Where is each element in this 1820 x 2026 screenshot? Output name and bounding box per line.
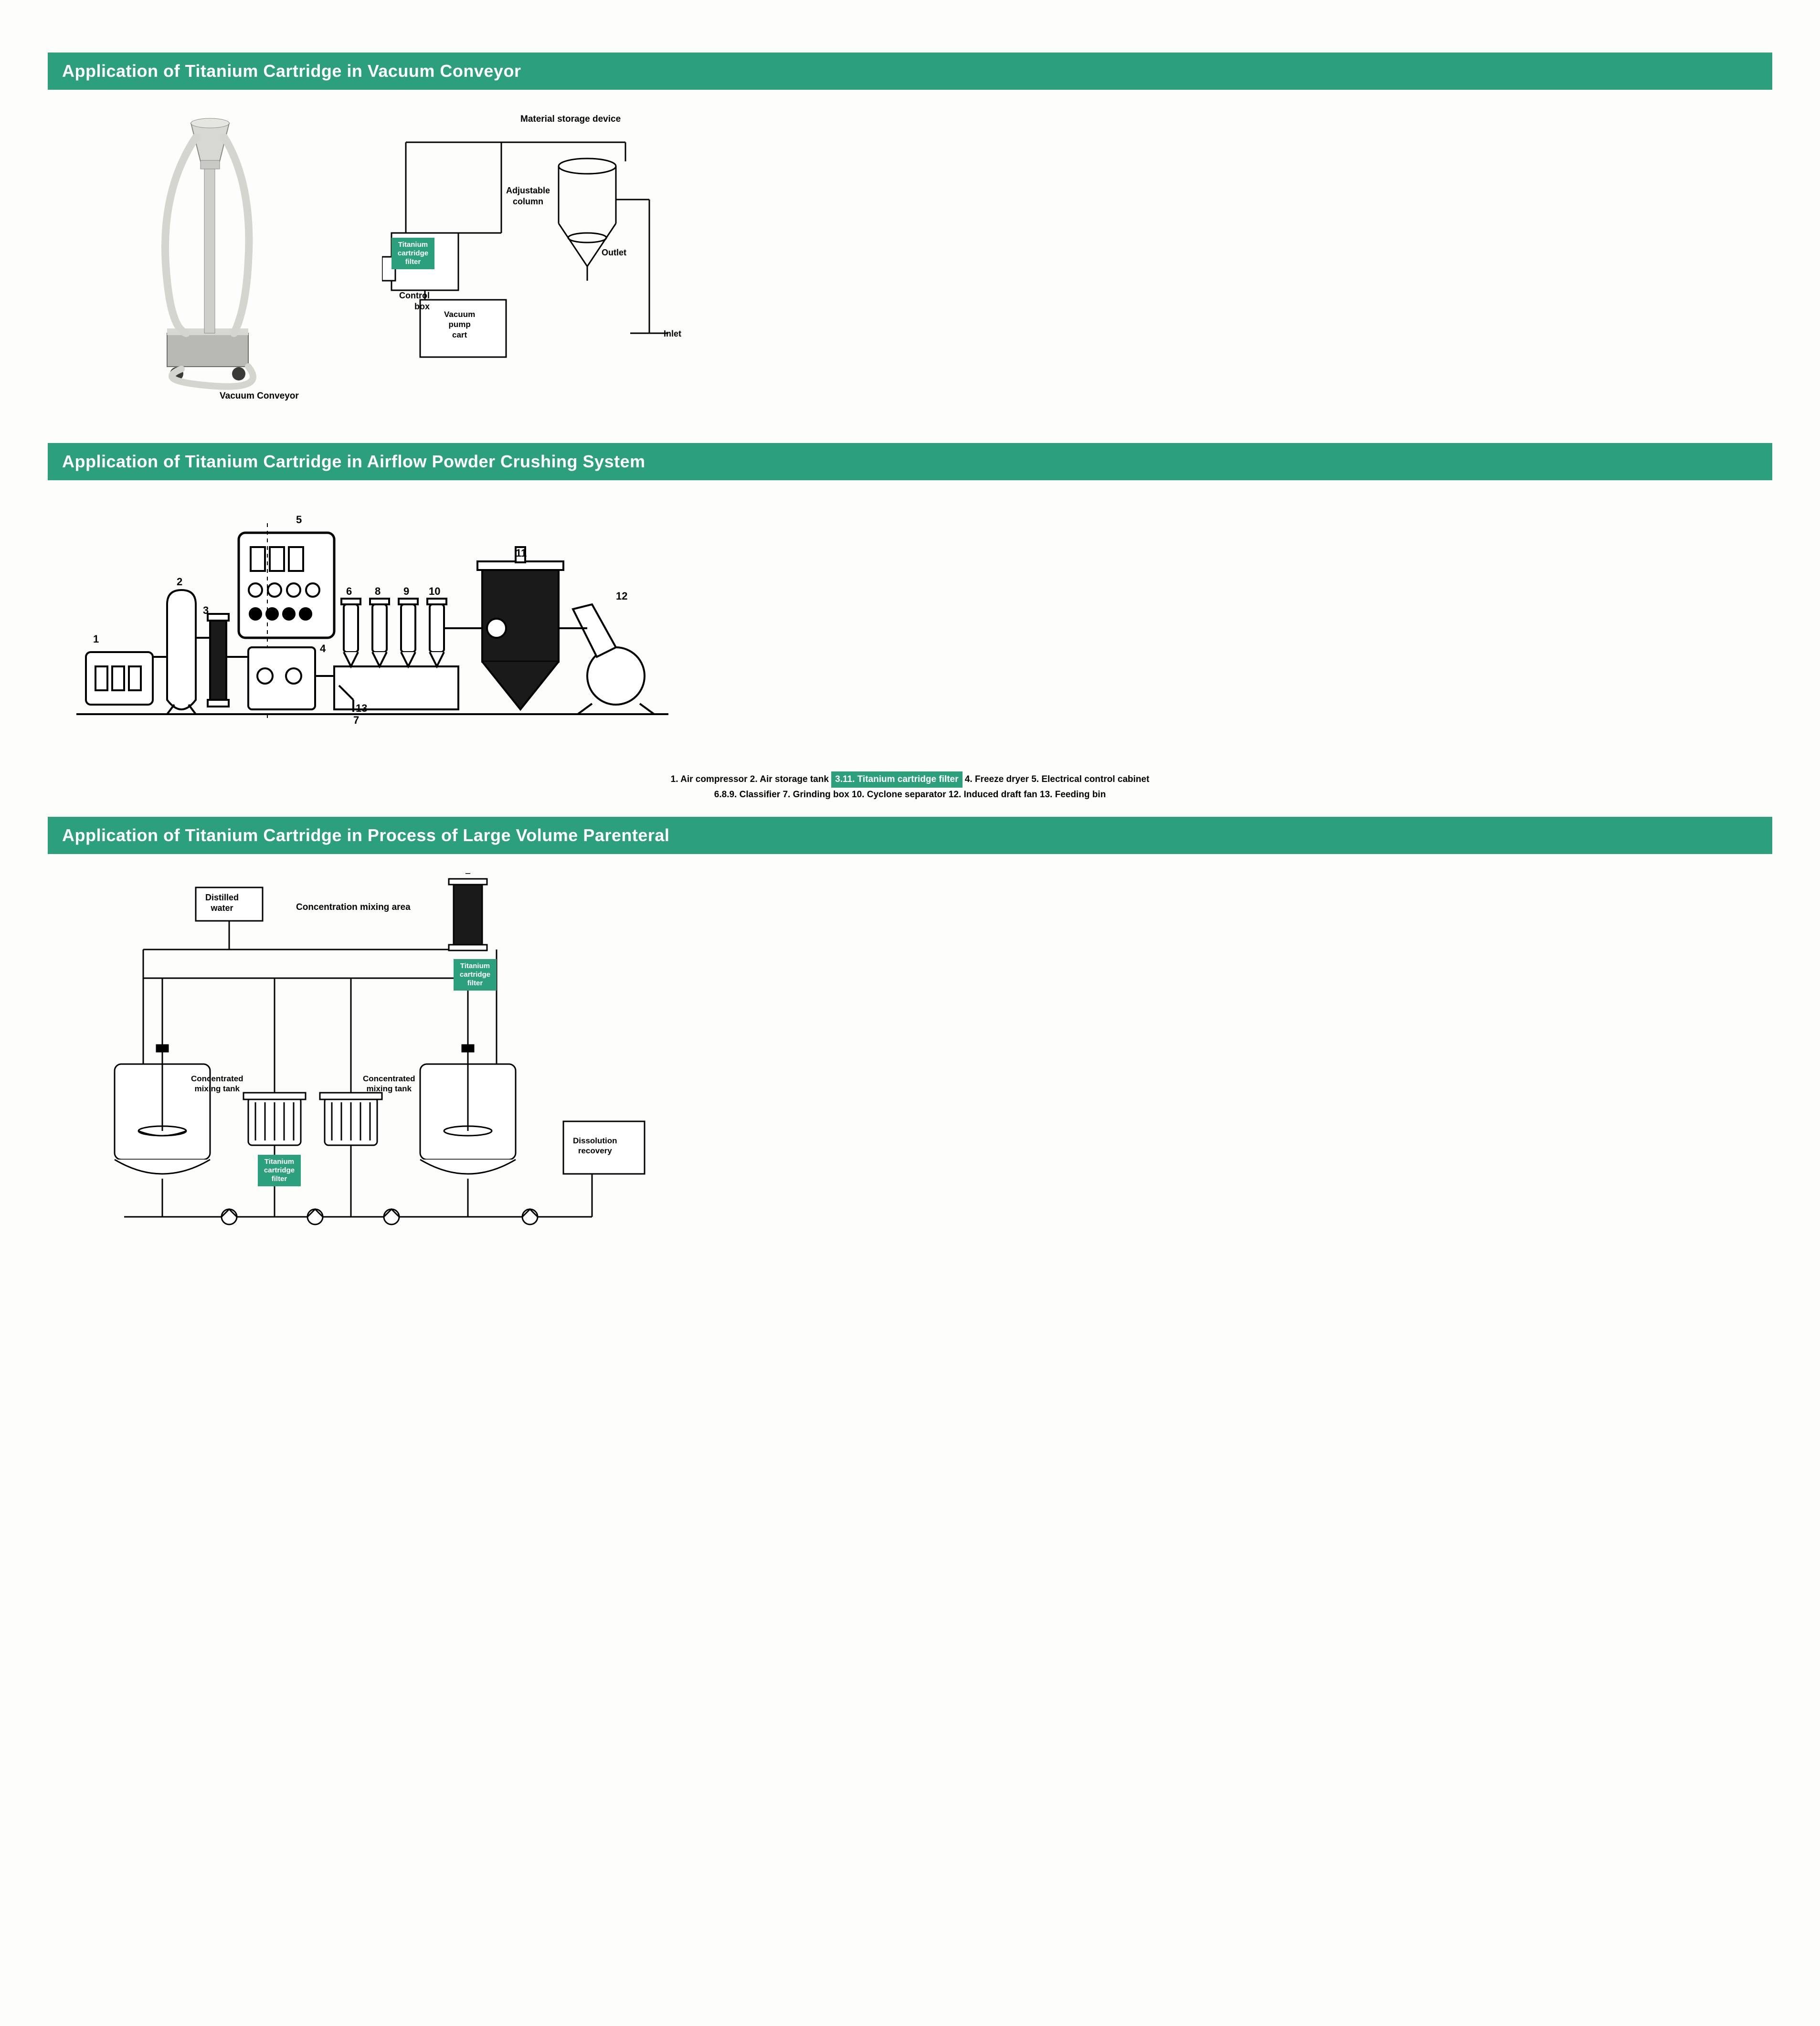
svg-text:1: 1: [93, 633, 99, 645]
airflow-schematic: 1 2 3 4 5 6 7 8 9 10 11 12 13: [67, 495, 678, 733]
lbl-outlet: Outlet: [602, 247, 626, 258]
vacuum-conveyor-illustration: [124, 109, 286, 390]
lbl-distilled-water: Distilled water: [205, 892, 239, 914]
section-vacuum-conveyor: Application of Titanium Cartridge in Vac…: [48, 53, 1772, 429]
lbl-control-box: Control box: [382, 290, 430, 312]
lbl-material-storage: Material storage device: [520, 114, 621, 125]
caption-2b: 4. Freeze dryer 5. Electrical control ca…: [963, 774, 1150, 784]
lbl-vacuum-pump-cart: Vacuum pump cart: [444, 309, 475, 340]
lbl-dissolution: Dissolution recovery: [573, 1136, 617, 1156]
diagram-3: Distilled water Concentration mixing are…: [48, 868, 1772, 1260]
svg-text:3: 3: [203, 604, 209, 616]
svg-text:6: 6: [346, 585, 352, 597]
svg-text:2: 2: [177, 576, 182, 588]
tag-ti-filter-mid: Titanium cartridge filter: [258, 1155, 301, 1186]
caption-2c: 6.8.9. Classifier 7. Grinding box 10. Cy…: [714, 790, 1106, 800]
caption-2-highlight: 3.11. Titanium cartridge filter: [831, 771, 962, 788]
section-airflow-crushing: Application of Titanium Cartridge in Air…: [48, 443, 1772, 802]
lbl-conc-tank-left: Concentrated mixing tank: [191, 1074, 243, 1094]
caption-2a: 1. Air compressor 2. Air storage tank: [671, 774, 832, 784]
lbl-conc-area: Concentration mixing area: [296, 902, 411, 913]
parenteral-schematic: [86, 873, 659, 1255]
tag-ti-filter-1: Titanium cartridge filter: [392, 238, 434, 269]
diagram-2: 1 2 3 4 5 6 7 8 9 10 11 12 13: [48, 495, 1772, 762]
svg-text:9: 9: [403, 585, 409, 597]
lbl-conc-tank-right: Concentrated mixing tank: [363, 1074, 415, 1094]
svg-text:8: 8: [375, 585, 381, 597]
banner-1: Application of Titanium Cartridge in Vac…: [48, 53, 1772, 90]
svg-text:5: 5: [296, 514, 302, 526]
photo-caption: Vacuum Conveyor: [220, 390, 299, 402]
banner-2: Application of Titanium Cartridge in Air…: [48, 443, 1772, 480]
caption-row-2: 1. Air compressor 2. Air storage tank 3.…: [48, 771, 1772, 802]
section-parenteral: Application of Titanium Cartridge in Pro…: [48, 817, 1772, 1260]
lbl-inlet: Inlet: [664, 328, 681, 339]
svg-text:13: 13: [356, 702, 367, 714]
svg-text:12: 12: [616, 590, 627, 602]
banner-3: Application of Titanium Cartridge in Pro…: [48, 817, 1772, 854]
svg-text:4: 4: [320, 643, 326, 654]
diagram-1: Vacuum Conveyor: [48, 104, 1772, 429]
svg-text:11: 11: [516, 547, 527, 559]
tag-ti-filter-top: Titanium cartridge filter: [454, 959, 497, 991]
svg-text:7: 7: [353, 714, 359, 726]
lbl-adjustable-column: Adjustable column: [506, 185, 550, 207]
svg-text:10: 10: [429, 585, 440, 597]
